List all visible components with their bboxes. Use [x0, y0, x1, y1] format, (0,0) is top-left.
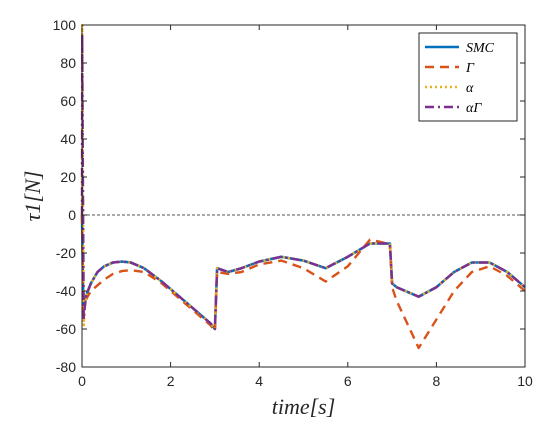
legend-label: α — [466, 81, 474, 96]
y-tick-label: 0 — [68, 207, 76, 223]
series-line-4 — [80, 33, 526, 331]
x-tick-label: 0 — [78, 373, 86, 389]
x-tick-label: 6 — [344, 373, 352, 389]
tick-layer: 0 2 4 6 8 10 -80 -60 -40 -20 0 20 40 60 80 100 — [53, 17, 533, 389]
legend-label: SMC — [466, 41, 495, 56]
series-line-2 — [80, 214, 526, 350]
x-tick-label: 10 — [517, 373, 533, 389]
y-tick-label: 40 — [60, 131, 76, 147]
legend-label: αΓ — [466, 101, 482, 116]
y-tick-label: 100 — [53, 17, 77, 33]
x-tick-label: 8 — [433, 373, 441, 389]
plot-frame — [81, 24, 526, 368]
y-tick-label: -80 — [56, 359, 76, 375]
y-tick-label: 80 — [60, 55, 76, 71]
y-tick-label: 60 — [60, 93, 76, 109]
y-axis-label: τ1[N] — [20, 171, 45, 222]
y-tick-label: -20 — [56, 245, 76, 261]
legend: SMC Γα αΓ — [418, 32, 518, 122]
y-tick-label: -40 — [56, 283, 76, 299]
x-axis-label: time[s] — [272, 394, 336, 419]
x-tick-label: 4 — [255, 373, 263, 389]
series-layer — [80, 23, 526, 350]
y-tick-label: -60 — [56, 321, 76, 337]
legend-label: Γ — [465, 61, 475, 76]
x-tick-label: 2 — [167, 373, 175, 389]
y-tick-label: 20 — [60, 169, 76, 185]
